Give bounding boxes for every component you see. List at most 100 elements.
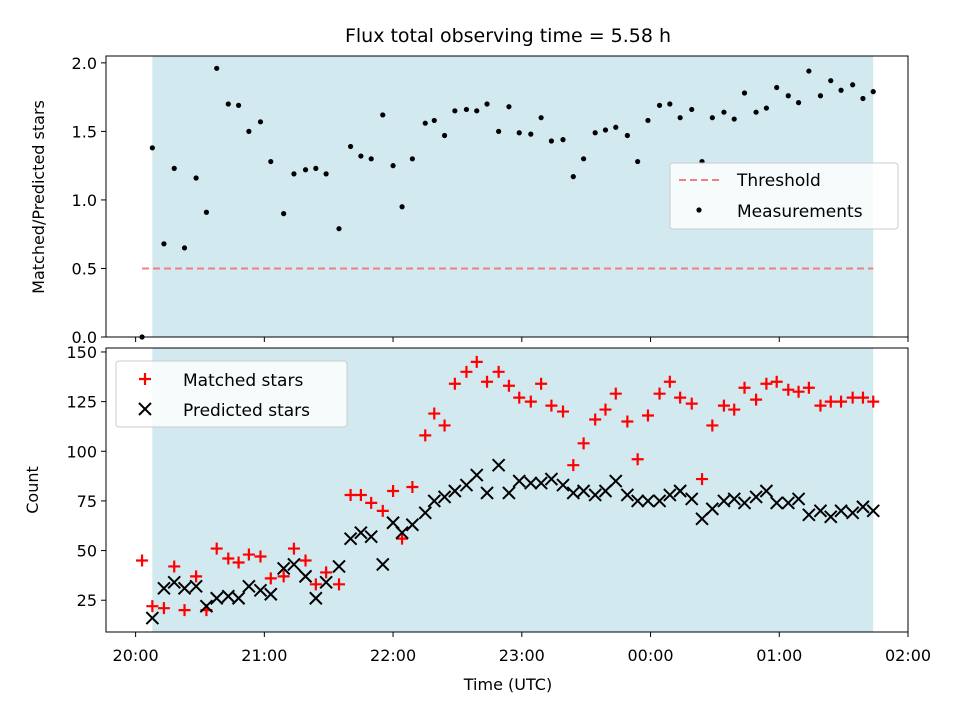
bottom-y-tick-label: 100 [66,442,97,461]
x-tick-label: 22:00 [370,646,416,665]
bottom-marks [136,355,880,625]
measurement-point [870,89,876,95]
predicted-star-point [221,589,236,603]
predicted-star-point [448,484,462,498]
matched-star-point [535,377,548,390]
matched-star-point [706,419,719,432]
predicted-star-point [319,575,333,590]
predicted-star-point [189,579,203,594]
predicted-star-point [813,504,828,518]
matched-star-point [387,484,400,497]
predicted-star-point [769,496,784,510]
matched-star-point [157,602,170,615]
measurement-point [193,175,199,181]
predicted-star-point [157,581,171,596]
matched-star-point [782,383,795,396]
top-y-tick-label: 1.5 [72,122,97,141]
matched-legend-label: Matched stars [183,371,303,391]
measurement-point [336,226,342,232]
matched-star-point [277,570,290,583]
predicted-star-point [480,486,494,500]
measurement-point [795,100,802,106]
bottom-axes-frame [105,347,909,633]
matched-star-point [460,365,473,378]
measurement-point [753,109,759,115]
matched-star-point [867,395,880,408]
chart-title: Flux total observing time = 5.58 h [345,25,671,47]
matched-star-point [222,552,235,565]
measurement-point [516,130,522,136]
predicted-star-point [576,484,591,498]
predicted-star-point [673,484,687,498]
measurement-point [528,131,534,137]
matched-star-point [835,395,848,408]
x-tick-label: 21:00 [241,646,287,665]
measurement-point [709,115,715,121]
measurement-point [506,104,512,110]
matched-star-point [448,377,461,390]
matched-star-point [287,542,300,555]
matched-star-point [168,560,181,573]
predicted-star-point [588,488,602,502]
measurement-point [850,82,856,88]
measurement-point [731,116,737,122]
measurement-point [645,117,651,124]
predicted-star-point [395,525,409,540]
measurement-point [390,163,396,169]
matched-star-point [653,387,666,400]
predicted-star-point [566,486,581,500]
predicted-star-point [199,599,214,613]
measurement-point [474,108,480,114]
predicted-star-point [856,500,870,514]
matched-star-point [178,604,191,617]
predicted-star-point [749,490,763,504]
predicted-star-point [437,490,452,504]
predicted-star-point [512,474,526,488]
measurement-point [313,165,319,171]
predicted-star-point [470,468,484,482]
predicted-star-point [620,488,635,502]
x-tick-label: 20:00 [113,646,159,665]
measurement-point [257,119,264,125]
measurement-point [171,165,177,171]
top-legend: Threshold Measurements [669,162,899,230]
bottom-x-ticks: 20:00 21:00 22:00 23:00 00:00 01:00 02:00 [113,632,931,665]
matched-star-point [299,554,312,567]
measurement-point [806,68,812,74]
bottom-y-axis-label: Count [23,466,42,514]
measurement-point [399,204,405,210]
measurement-point [409,156,415,162]
bottom-panel: 25 50 75 100 125 150 20:00 21:00 22:00 23:00 00:0… [23,343,931,694]
predicted-star-point [781,496,795,510]
matched-star-point [481,375,494,388]
measurement-point [496,128,502,134]
x-tick-label: 23:00 [499,646,545,665]
matched-star-point [609,387,622,400]
predicted-star-point [705,502,720,516]
matched-star-point [846,391,859,404]
matched-star-point [589,413,602,426]
predicted-star-point [167,575,181,590]
predicted-star-point [264,587,278,601]
measurement-point [452,108,458,114]
matched-star-point [492,365,505,378]
top-panel: 0.00.51.01.52.0 Matched/Predicted stars … [29,54,909,347]
matched-star-point [674,391,687,404]
matched-star-point [792,385,805,398]
predicted-star-point [376,557,390,572]
predicted-star-point [177,581,192,596]
top-y-tick-label: 0.5 [72,259,97,278]
measurement-point [161,241,167,247]
matched-star-point [376,504,389,517]
matched-star-point [320,566,333,579]
predicted-star-point [242,579,256,594]
matched-star-point [254,550,267,563]
x-tick-label: 02:00 [885,646,931,665]
measurement-point [624,132,630,139]
measurement-point [602,127,609,133]
matched-star-point [545,399,558,412]
matched-star-point [760,377,773,390]
measurement-point [463,106,470,113]
predicted-star-point [405,518,420,532]
matched-star-point [502,379,515,392]
